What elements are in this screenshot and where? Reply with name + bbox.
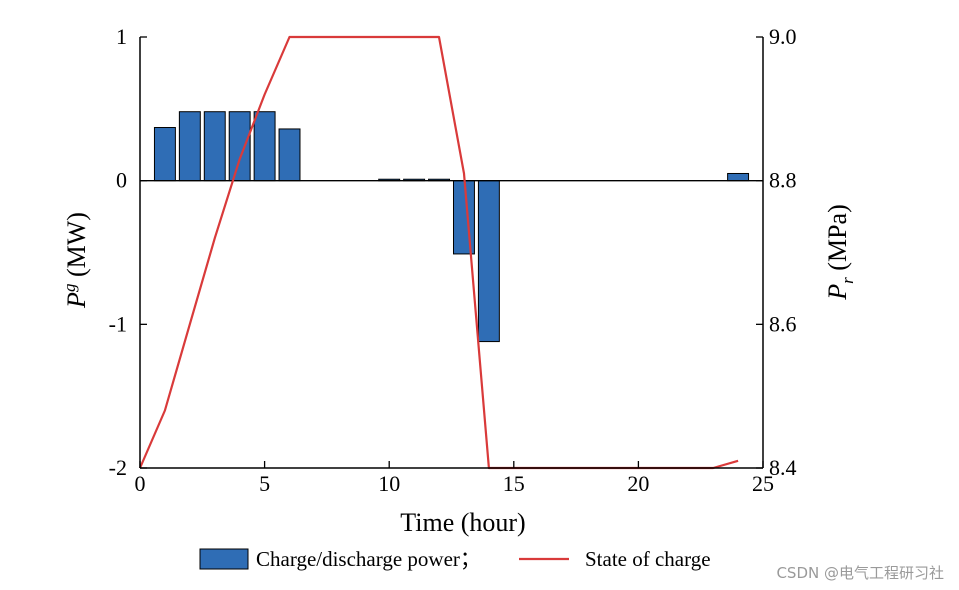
x-tick-label: 10: [378, 471, 400, 496]
axes: [139, 36, 764, 469]
bar: [477, 180, 500, 343]
bar: [727, 172, 750, 182]
x-tick-label: 20: [627, 471, 649, 496]
y-axis-right-title-symbol: P: [823, 284, 852, 301]
bar: [178, 111, 201, 182]
watermark: CSDN @电气工程研习社: [776, 564, 944, 582]
bar: [228, 111, 251, 182]
y-left-tick-label: 1: [116, 24, 127, 49]
y-left-tick-label: -1: [109, 311, 127, 336]
y-left-tick-label: -2: [109, 455, 127, 480]
x-tick-label: 15: [503, 471, 525, 496]
bar: [153, 127, 176, 182]
bar: [452, 180, 475, 255]
x-tick-label: 25: [752, 471, 774, 496]
y-right-tick-label: 8.8: [769, 168, 797, 193]
state-of-charge-line: [138, 35, 739, 470]
bar: [203, 111, 226, 182]
y-right-tick-label: 9.0: [769, 24, 797, 49]
y-axis-right-title: Pr (MPa): [823, 204, 857, 300]
bar: [278, 128, 301, 182]
legend-bar-label: Charge/discharge power；: [256, 547, 481, 571]
x-tick-label: 0: [135, 471, 146, 496]
y-axis-left-title: Pg (MW): [60, 212, 91, 309]
y-axis-left-title-superscript: g: [60, 284, 79, 293]
y-left-tick-label: 0: [116, 168, 127, 193]
legend-bar-swatch: [199, 548, 249, 570]
y-axis-right-title-unit: (MPa): [823, 204, 852, 277]
y-axis-right-title-subscript: r: [838, 277, 857, 284]
x-axis-title: Time (hour): [400, 508, 525, 537]
line-series: [138, 35, 739, 470]
bar: [253, 111, 276, 182]
x-tick-label: 5: [259, 471, 270, 496]
legend: Charge/discharge power； State of charge: [199, 547, 711, 571]
y-axis-left-title-unit: (MW): [62, 212, 91, 283]
tick-labels: 0 5 10 15 20 25 -2 -1 0 1 8.4 8.6 8.8 9.0: [109, 24, 797, 496]
y-right-tick-label: 8.6: [769, 311, 797, 336]
y-axis-left-title-symbol: P: [62, 292, 91, 309]
legend-line-label: State of charge: [585, 547, 711, 571]
y-right-tick-label: 8.4: [769, 455, 797, 480]
